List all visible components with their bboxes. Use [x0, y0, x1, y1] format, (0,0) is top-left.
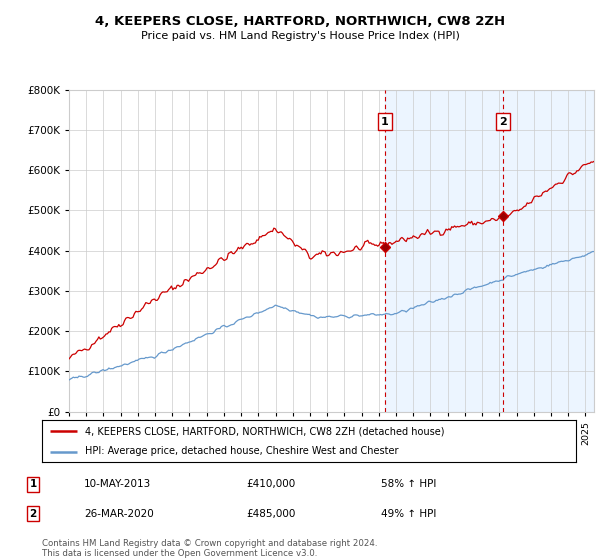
- Text: 2: 2: [499, 117, 507, 127]
- Text: £410,000: £410,000: [246, 479, 295, 489]
- Text: 10-MAY-2013: 10-MAY-2013: [84, 479, 151, 489]
- Text: 26-MAR-2020: 26-MAR-2020: [84, 508, 154, 519]
- Text: £485,000: £485,000: [246, 508, 295, 519]
- Text: 4, KEEPERS CLOSE, HARTFORD, NORTHWICH, CW8 2ZH: 4, KEEPERS CLOSE, HARTFORD, NORTHWICH, C…: [95, 15, 505, 28]
- Text: 2: 2: [29, 508, 37, 519]
- Text: Price paid vs. HM Land Registry's House Price Index (HPI): Price paid vs. HM Land Registry's House …: [140, 31, 460, 41]
- Bar: [385, 90, 594, 412]
- Text: 4, KEEPERS CLOSE, HARTFORD, NORTHWICH, CW8 2ZH (detached house): 4, KEEPERS CLOSE, HARTFORD, NORTHWICH, C…: [85, 426, 444, 436]
- Text: 49% ↑ HPI: 49% ↑ HPI: [381, 508, 436, 519]
- Text: Contains HM Land Registry data © Crown copyright and database right 2024.
This d: Contains HM Land Registry data © Crown c…: [42, 539, 377, 558]
- Text: 58% ↑ HPI: 58% ↑ HPI: [381, 479, 436, 489]
- Text: 1: 1: [381, 117, 389, 127]
- Text: HPI: Average price, detached house, Cheshire West and Chester: HPI: Average price, detached house, Ches…: [85, 446, 398, 456]
- Text: 1: 1: [29, 479, 37, 489]
